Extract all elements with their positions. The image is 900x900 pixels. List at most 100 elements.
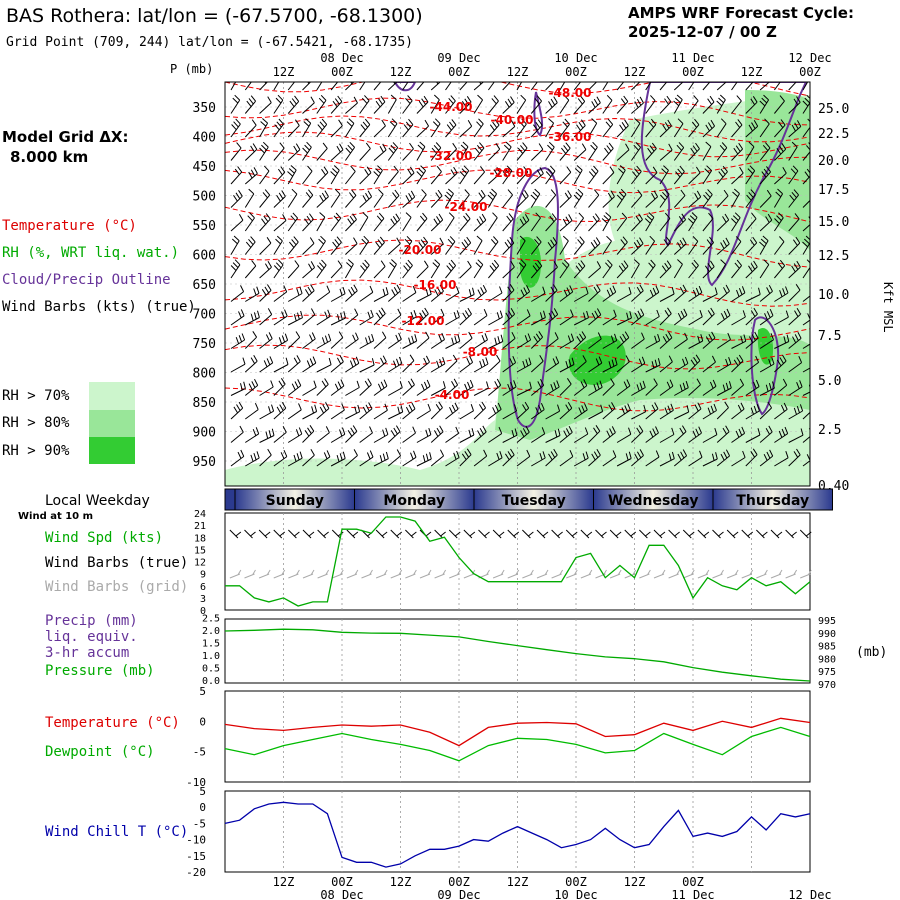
wind-barb [516, 118, 527, 138]
pressure-tick-label: 500 [193, 190, 216, 205]
wind-barb [688, 450, 703, 467]
wind-barb [373, 379, 388, 396]
wind-barb [645, 259, 656, 279]
wind-barb [588, 82, 598, 91]
wind-barb [459, 355, 474, 373]
wind-barb [359, 358, 375, 373]
chart-title: BAS Rothera: lat/lon = (-67.5700, -68.13… [6, 5, 423, 27]
wind-barb [588, 189, 600, 208]
grid-wind-barb [492, 569, 505, 579]
wind-barb [588, 96, 601, 114]
wind-barb [430, 284, 444, 302]
wind-barb [573, 165, 583, 185]
wind-barb [445, 119, 457, 138]
wind-barb [645, 358, 661, 373]
grid-wind-barb [332, 569, 344, 579]
wind-barb [774, 259, 786, 279]
wind-barb [230, 449, 245, 467]
wind-barb [402, 354, 415, 373]
wind-barb [516, 190, 529, 208]
wind-barb [473, 118, 484, 138]
wind-barb [702, 119, 716, 138]
bottom-date-label: 11 Dec [671, 888, 714, 900]
wind-barb [631, 82, 641, 91]
wind-barb [545, 284, 558, 302]
wind-barb [259, 260, 272, 279]
wind-barb [445, 450, 460, 467]
wind-barb [802, 452, 810, 467]
true-wind-barb [522, 529, 534, 539]
wind-barb [488, 426, 503, 443]
height-tick-label: 17.5 [818, 183, 849, 198]
wind-barb [359, 378, 372, 396]
wind-barb [259, 448, 272, 467]
true-wind-barb [390, 529, 403, 539]
wind-barb [659, 451, 675, 467]
wind-barb [573, 143, 587, 161]
wind-barb [473, 401, 487, 420]
wind-barb [287, 212, 299, 232]
rh70-swatch [89, 382, 135, 410]
top-date-label: 11 Dec [671, 51, 714, 65]
wind-barb [659, 82, 668, 91]
wind-barb [287, 451, 303, 467]
wind-barb [673, 237, 687, 255]
wind-barb [445, 426, 460, 443]
temperature-contour-label: -16.00 [414, 278, 457, 292]
bottom-date-label: 10 Dec [554, 888, 597, 900]
top-date-label: 12 Dec [788, 51, 831, 65]
wind-barb [473, 449, 488, 467]
wind-barb [601, 212, 612, 232]
wind-barb [273, 401, 287, 420]
wind-barb [387, 308, 402, 326]
grid-wind-barb [536, 569, 549, 579]
wind-barb [530, 143, 544, 161]
wind-barb [373, 95, 386, 114]
wind-barb [330, 355, 344, 373]
wind-barb [616, 236, 628, 255]
wind-barb [559, 214, 573, 232]
wind-barb [287, 95, 300, 114]
wind-barb [416, 236, 429, 255]
wind-barb [302, 82, 312, 91]
wind-barb [716, 449, 731, 467]
wind-speed-tick: 6 [200, 582, 206, 593]
wind-barb [588, 141, 598, 161]
wind-barb [802, 118, 810, 138]
grid-wind-barb [800, 569, 812, 579]
true-wind-barb [405, 529, 417, 539]
grid-wind-barb [375, 569, 388, 579]
grid-wind-barb [288, 569, 300, 579]
grid-wind-barb [522, 569, 534, 579]
wind-barb [530, 167, 544, 185]
temperature-contour [225, 314, 810, 341]
legend-cloud-outline: Cloud/Precip Outline [2, 272, 171, 288]
wind-barb [373, 236, 385, 255]
wind-barb [645, 166, 658, 185]
wind-barb [273, 142, 285, 161]
wind-barb [802, 142, 810, 161]
wind-barb [416, 82, 425, 91]
grid-wind-barb [756, 569, 768, 579]
wind-barb [473, 259, 484, 279]
wind-barb [416, 95, 429, 114]
wind-barb [688, 142, 700, 161]
wind-barb [802, 82, 809, 91]
wind-barb [445, 142, 458, 161]
wind-barb [259, 96, 272, 114]
grid-wind-barb [639, 569, 651, 579]
wind-barb [445, 286, 460, 302]
wind-barb [516, 449, 531, 467]
wind-barb [773, 188, 784, 208]
wind-barb [545, 141, 555, 161]
wind-barb [545, 448, 558, 467]
wind-barb [287, 143, 301, 161]
wind-barb [788, 428, 804, 443]
wind-barb [745, 428, 761, 443]
legend-wind-speed: Wind Spd (kts) [45, 530, 163, 546]
wind-barb [488, 378, 502, 396]
top-hour-label: 00Z [682, 65, 704, 79]
wind-barb [502, 448, 515, 467]
wind-barb [359, 450, 374, 467]
wind-barb [373, 355, 387, 373]
